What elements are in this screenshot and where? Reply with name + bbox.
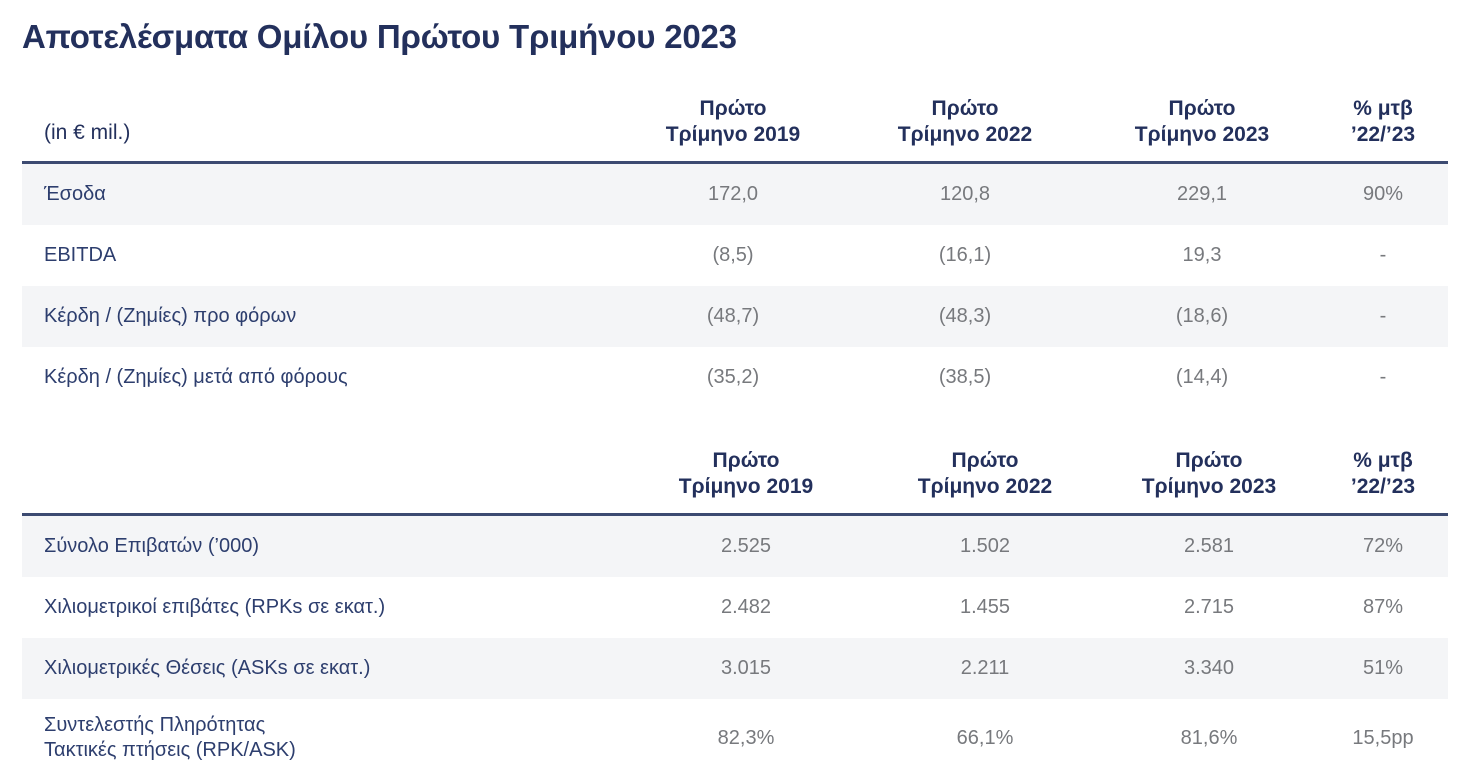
cell-q2019: (8,5) [712,244,754,267]
column-header-line1: Πρώτο [1168,97,1236,120]
column-header-change: % μτβ ’22/’23 [1318,96,1448,163]
column-header-q2019: Πρώτο Τρίμηνο 2019 [622,448,870,515]
cell-q2023: 3.340 [1183,657,1235,680]
row-label-line2: Τακτικές πτήσεις (RPK/ASK) [44,739,296,762]
column-header-line2: Τρίμηνο 2019 [665,122,801,146]
column-header-line2: Τρίμηνο 2019 [678,474,814,498]
cell-q2022: 1.455 [959,596,1011,619]
cell-change: 72% [1362,535,1404,558]
table-row: Συντελεστής Πληρότητας Τακτικές πτήσεις … [22,699,1448,778]
financials-table: (in € mil.) Πρώτο Τρίμηνο 2019 Πρώτο Τρί… [22,96,1448,409]
row-label: Κέρδη / (Ζημίες) μετά από φόρους [44,365,348,388]
row-label-line1: Συντελεστής Πληρότητας [44,713,266,736]
table-header-row: Πρώτο Τρίμηνο 2019 Πρώτο Τρίμηνο 2022 Πρ… [22,448,1448,515]
cell-q2023: (18,6) [1175,305,1229,328]
row-label: Συντελεστής Πληρότητας Τακτικές πτήσεις … [22,699,622,777]
table-row: Κέρδη / (Ζημίες) μετά από φόρους (35,2) … [22,347,1448,409]
unit-label [22,448,622,515]
table-row: Χιλιομετρικές Θέσεις (ASKs σε εκατ.) 3.0… [22,638,1448,700]
column-header-line2: ’22/’23 [1350,474,1416,498]
cell-q2022: (16,1) [938,244,992,267]
table-row: Κέρδη / (Ζημίες) προ φόρων (48,7) (48,3)… [22,286,1448,348]
column-header-line1: Πρώτο [712,449,780,472]
cell-q2019: 2.482 [720,596,772,619]
row-label: Κέρδη / (Ζημίες) προ φόρων [44,304,297,327]
cell-change: - [1379,305,1387,328]
cell-q2022: 66,1% [956,726,1014,749]
row-label: Έσοδα [44,182,106,205]
traffic-table: Πρώτο Τρίμηνο 2019 Πρώτο Τρίμηνο 2022 Πρ… [22,448,1448,778]
column-header-line2: Τρίμηνο 2022 [897,122,1033,146]
unit-label: (in € mil.) [44,120,131,144]
column-header-line1: Πρώτο [951,449,1019,472]
cell-q2019: 2.525 [720,535,772,558]
column-header-line1: Πρώτο [699,97,767,120]
cell-q2022: (38,5) [938,366,992,389]
column-header-q2022: Πρώτο Τρίμηνο 2022 [870,448,1100,515]
page-title: Αποτελέσματα Ομίλου Πρώτου Τριμήνου 2023 [22,18,737,55]
cell-q2023: 2.715 [1183,596,1235,619]
table-row: Σύνολο Επιβατών (’000) 2.525 1.502 2.581… [22,514,1448,578]
row-label: Σύνολο Επιβατών (’000) [44,534,259,557]
cell-change: - [1379,366,1387,389]
column-header-line2: ’22/’23 [1350,122,1416,146]
cell-q2023: 2.581 [1183,535,1235,558]
cell-q2022: (48,3) [938,305,992,328]
row-label: Χιλιομετρικές Θέσεις (ASKs σε εκατ.) [44,656,371,679]
cell-q2023: 229,1 [1176,183,1228,206]
cell-q2019: (48,7) [706,305,760,328]
cell-change: 87% [1362,596,1404,619]
cell-q2023: 19,3 [1182,244,1222,267]
table-row: EBITDA (8,5) (16,1) 19,3 - [22,225,1448,287]
column-header-line1: Πρώτο [931,97,999,120]
column-header-q2019: Πρώτο Τρίμηνο 2019 [622,96,844,163]
row-label: Χιλιομετρικοί επιβάτες (RPKs σε εκατ.) [44,595,386,618]
cell-change: 51% [1362,657,1404,680]
cell-q2023: 81,6% [1180,726,1238,749]
table-row: Έσοδα 172,0 120,8 229,1 90% [22,162,1448,226]
cell-q2019: 3.015 [720,657,772,680]
cell-change: 90% [1362,183,1404,206]
cell-change: - [1379,244,1387,267]
cell-q2022: 2.211 [960,657,1010,680]
cell-change: 15,5pp [1352,726,1414,749]
column-header-line1: % μτβ [1353,449,1413,472]
cell-q2019: 82,3% [717,726,775,749]
cell-q2019: 172,0 [707,183,759,206]
column-header-line2: Τρίμηνο 2023 [1141,474,1277,498]
cell-q2022: 120,8 [939,183,991,206]
column-header-q2023: Πρώτο Τρίμηνο 2023 [1086,96,1318,163]
cell-q2022: 1.502 [959,535,1011,558]
column-header-line2: Τρίμηνο 2023 [1134,122,1270,146]
table-header-row: (in € mil.) Πρώτο Τρίμηνο 2019 Πρώτο Τρί… [22,96,1448,163]
column-header-line1: Πρώτο [1175,449,1243,472]
cell-q2023: (14,4) [1175,366,1229,389]
row-label: EBITDA [44,243,117,266]
table-row: Χιλιομετρικοί επιβάτες (RPKs σε εκατ.) 2… [22,577,1448,639]
column-header-line1: % μτβ [1353,97,1413,120]
column-header-q2023: Πρώτο Τρίμηνο 2023 [1100,448,1318,515]
column-header-line2: Τρίμηνο 2022 [917,474,1053,498]
column-header-change: % μτβ ’22/’23 [1318,448,1448,515]
cell-q2019: (35,2) [706,366,760,389]
column-header-q2022: Πρώτο Τρίμηνο 2022 [844,96,1086,163]
